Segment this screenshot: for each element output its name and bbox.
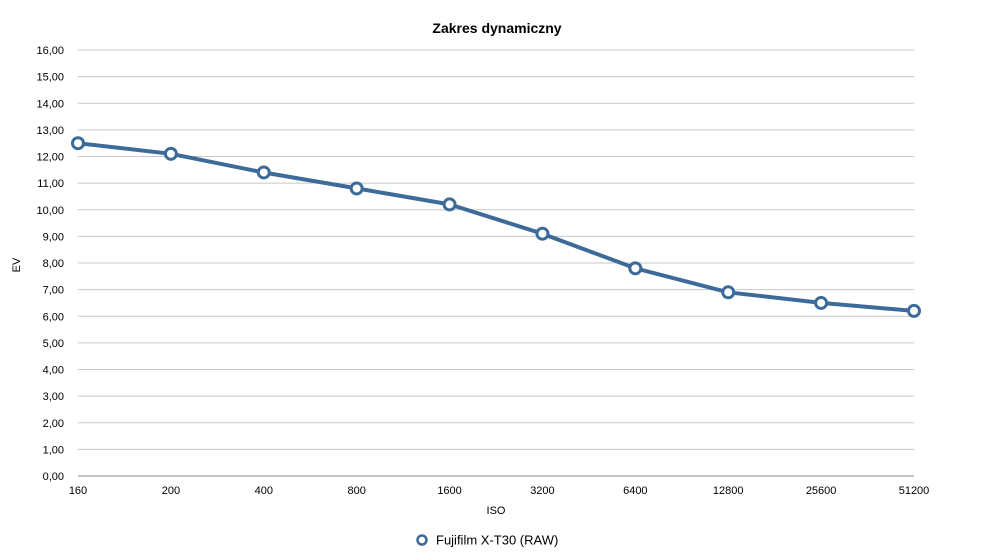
x-axis-label: ISO	[487, 505, 506, 517]
y-tick-label: 2,00	[43, 418, 64, 430]
data-point	[535, 226, 550, 241]
data-point	[349, 181, 364, 196]
y-tick-label: 16,00	[36, 45, 64, 57]
y-tick-label: 6,00	[43, 311, 64, 323]
y-tick-label: 14,00	[36, 98, 64, 110]
y-tick-label: 5,00	[43, 338, 64, 350]
y-tick-label: 10,00	[36, 205, 64, 217]
y-tick-label: 3,00	[43, 391, 64, 403]
legend: Fujifilm X-T30 (RAW)	[416, 533, 558, 548]
x-tick-label: 1600	[437, 485, 461, 497]
data-point	[71, 136, 85, 151]
y-tick-label: 11,00	[37, 178, 64, 190]
legend-marker	[416, 534, 428, 546]
y-tick-label: 15,00	[36, 72, 64, 84]
x-tick-label: 160	[69, 485, 87, 497]
data-point	[163, 146, 178, 161]
gridlines	[78, 49, 914, 477]
y-tick-label: 12,00	[36, 152, 64, 164]
y-tick-label: 8,00	[43, 258, 64, 270]
series-line	[76, 141, 916, 313]
data-point	[628, 261, 643, 276]
y-tick-label: 0,00	[43, 471, 64, 483]
y-axis-label: EV	[11, 257, 23, 272]
y-tick-label: 13,00	[36, 125, 64, 137]
data-point	[814, 295, 829, 310]
x-axis-ticks: 160 200 400 800 1600 3200 6400 12800 25600 51200	[69, 485, 929, 497]
y-tick-label: 1,00	[43, 444, 64, 456]
x-tick-label: 12800	[713, 485, 744, 497]
y-tick-label: 9,00	[43, 231, 64, 243]
x-tick-label: 25600	[806, 485, 837, 497]
x-tick-label: 3200	[530, 485, 554, 497]
data-point	[721, 285, 736, 300]
x-tick-label: 400	[255, 485, 273, 497]
x-tick-label: 51200	[899, 485, 930, 497]
y-tick-label: 7,00	[43, 285, 64, 297]
data-point	[442, 197, 457, 212]
y-axis-ticks: 0,00 1,00 2,00 3,00 4,00 5,00 6,00 7,00 8,00 9,00…	[36, 45, 64, 483]
x-tick-label: 6400	[623, 485, 647, 497]
x-tick-label: 800	[347, 485, 365, 497]
y-tick-label: 4,00	[43, 365, 64, 377]
chart-title: Zakres dynamiczny	[432, 20, 561, 36]
data-point	[256, 165, 271, 180]
legend-label: Fujifilm X-T30 (RAW)	[436, 533, 558, 548]
data-point	[907, 303, 921, 318]
series-group	[71, 136, 921, 318]
x-tick-label: 200	[162, 485, 180, 497]
